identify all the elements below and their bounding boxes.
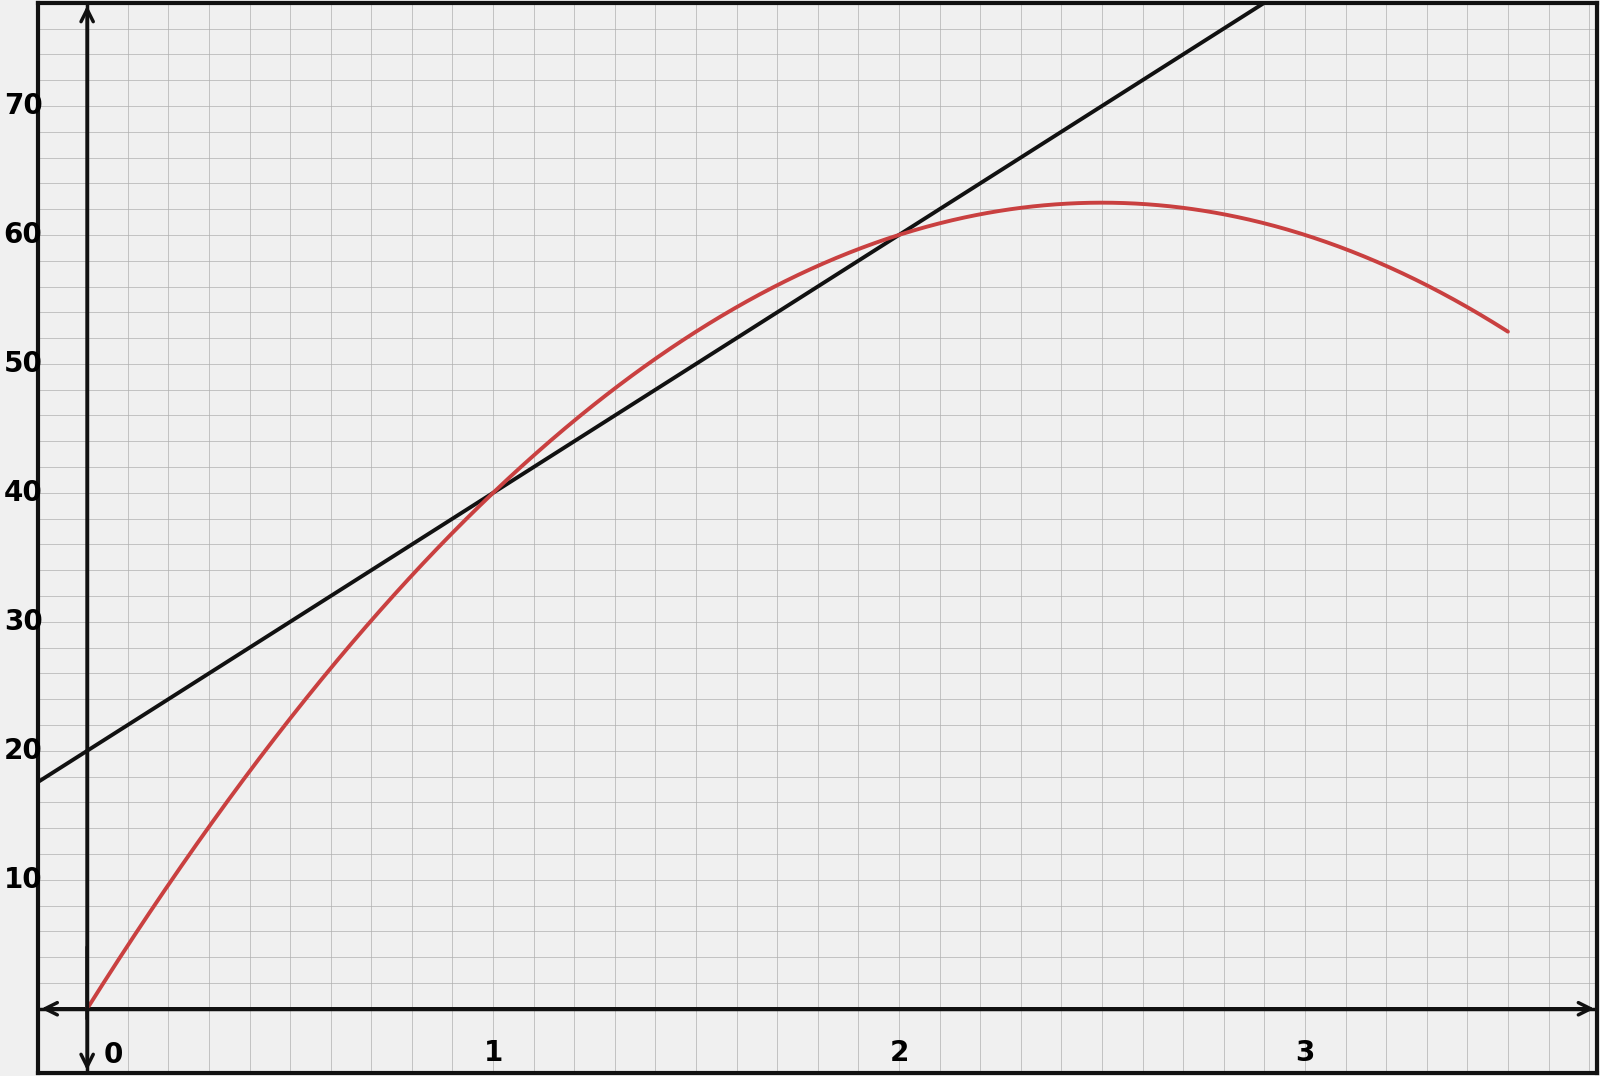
Text: 10: 10 <box>3 866 43 894</box>
Text: 40: 40 <box>3 479 43 507</box>
Text: 60: 60 <box>3 221 43 249</box>
Text: 0: 0 <box>104 1042 123 1070</box>
Text: 3: 3 <box>1296 1038 1315 1066</box>
Text: 2: 2 <box>890 1038 909 1066</box>
Text: 1: 1 <box>483 1038 502 1066</box>
Text: 70: 70 <box>3 91 43 119</box>
Text: 20: 20 <box>3 737 43 765</box>
Text: 50: 50 <box>3 350 43 378</box>
Text: 30: 30 <box>3 608 43 636</box>
